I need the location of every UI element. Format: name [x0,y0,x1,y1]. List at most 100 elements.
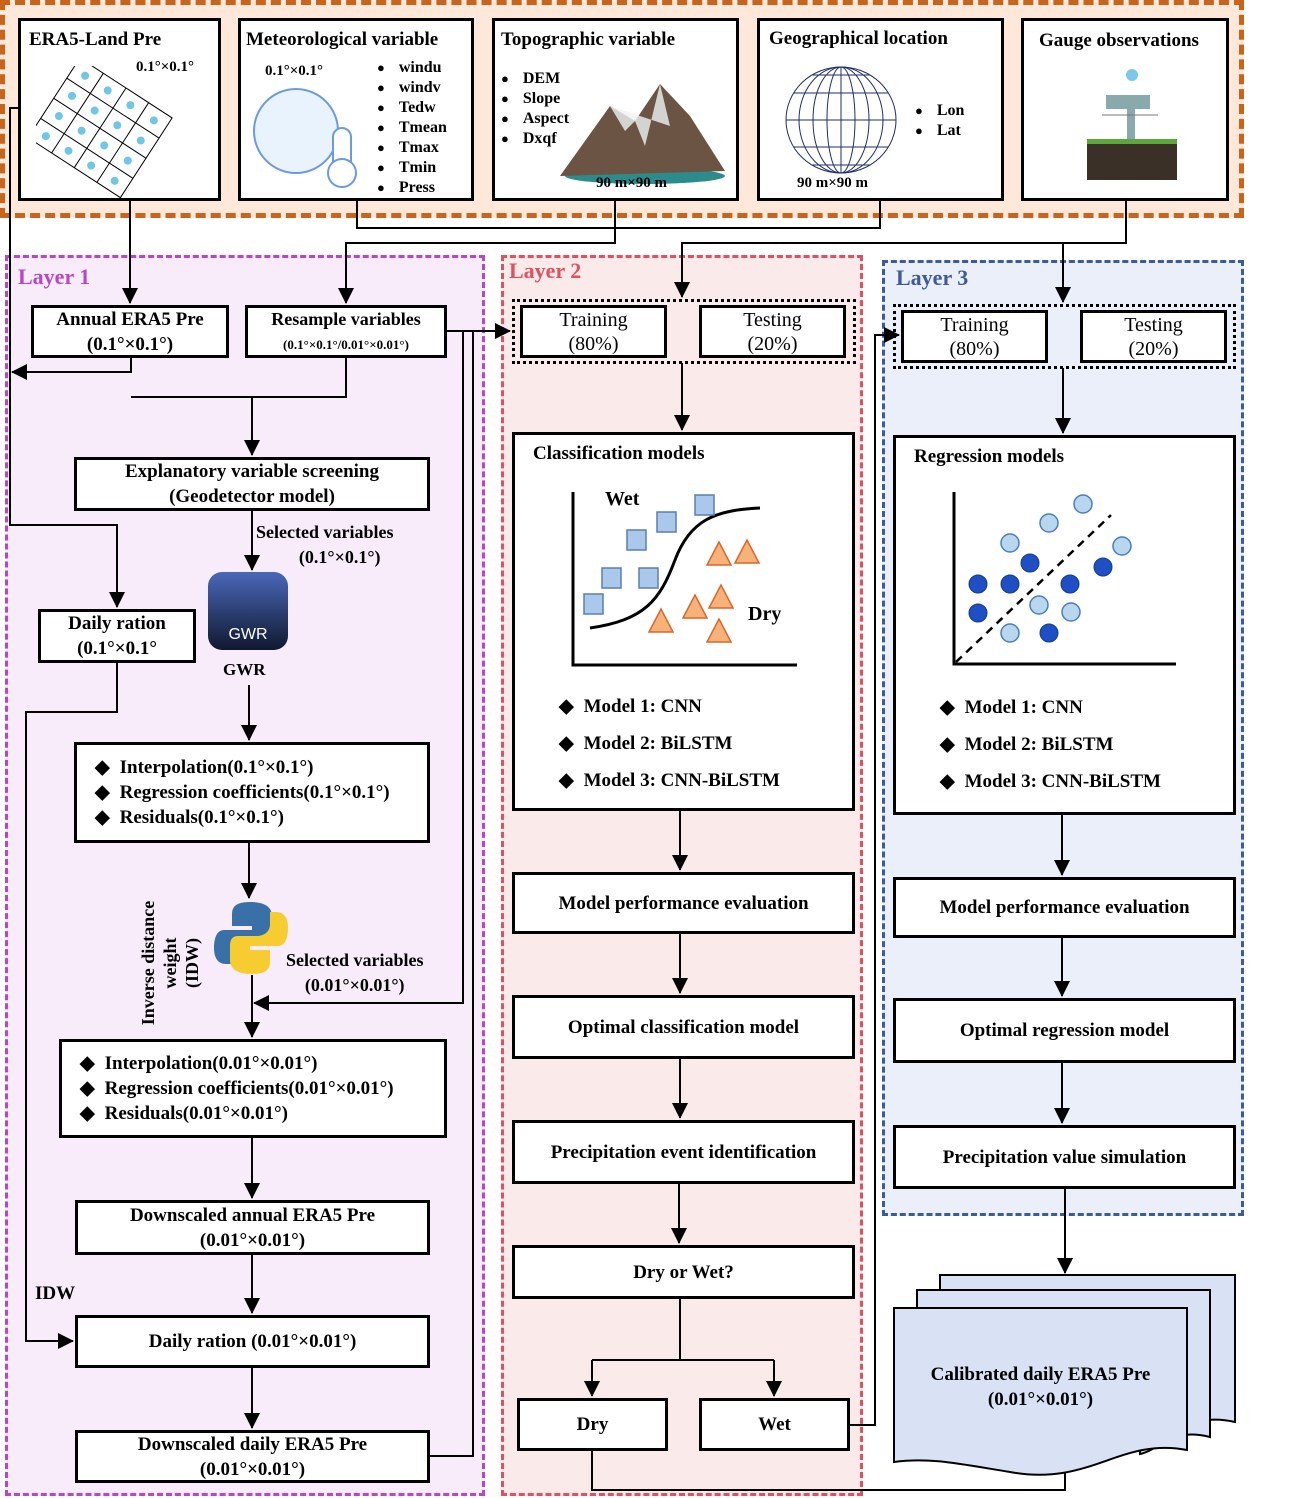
model-item: Model 1: CNN [559,688,780,725]
gwr-icon-text: GWR [228,626,268,643]
dry-or-wet-label: Dry or Wet? [633,1261,734,1283]
geo-input-box: Geographical location Lon Lat 90 m×90 m [757,18,1004,201]
regression-illustration [952,492,1176,666]
layer3-testing-box: Testing (20%) [1080,310,1227,363]
idw-label: IDW [35,1283,76,1304]
layer2-perf-box: Model performance evaluation [512,872,855,934]
era5-title: ERA5-Land Pre [29,29,162,50]
output-document-stack-icon [893,1274,1236,1476]
interp1-box: Interpolation(0.1°×0.1°) Regression coef… [74,742,430,843]
geo-var: Lon [915,101,965,121]
daily-ration2-label: Daily ration (0.01°×0.01°) [148,1331,357,1352]
met-var: Tmin [377,158,447,178]
precip-grid-icon [36,66,173,199]
met-var: Press [377,178,447,198]
layer2-testing-box: Testing (20%) [699,305,846,358]
layer3-title: Layer 3 [896,265,969,290]
selected-vars-2-res: (0.01°×0.01°) [304,975,405,995]
topo-var: Aspect [501,109,569,129]
met-variable-list: windu windv Tedw Tmean Tmax Tmin Press [377,58,447,198]
training-label: Training [559,308,628,331]
optimal-label: Optimal regression model [959,1020,1170,1041]
down-annual-label: Downscaled annual ERA5 Pre [129,1204,376,1226]
interp2-item: Interpolation(0.01°×0.01°) [80,1051,318,1076]
annual-era5-res: (0.1°×0.1°) [86,333,174,355]
met-var: windu [377,58,447,78]
interp2-item: Regression coefficients(0.01°×0.01°) [80,1076,394,1101]
gauge-input-box: Gauge observations [1021,18,1229,201]
wet-box-label: Wet [758,1414,791,1435]
testing-pct: (20%) [747,332,798,355]
classification-models-box: Classification models Wet Dry Model 1: C… [512,432,855,811]
resample-box: Resample variables (0.1°×0.1°/0.01°×0.01… [245,305,447,358]
output-label: Calibrated daily ERA5 Pre [930,1364,1151,1385]
geo-variable-list: Lon Lat [915,101,965,141]
met-var: windv [377,78,447,98]
annual-era5-box: Annual ERA5 Pre (0.1°×0.1°) [31,305,229,358]
selected-vars-2-label: Selected variables [286,950,424,970]
idw-vertical-label: Inverse distance weight (IDW) [137,863,203,1063]
layer3-training-box: Training (80%) [901,310,1048,363]
daily-ration2-box: Daily ration (0.01°×0.01°) [75,1315,430,1368]
gwr-icon: GWR [208,572,288,650]
topo-res: 90 m×90 m [596,175,668,191]
idw-line: Inverse distance [138,900,158,1026]
optimal-label: Optimal classification model [567,1016,800,1038]
dry-box-label: Dry [576,1414,609,1435]
topo-title: Topographic variable [501,29,676,50]
dry-box: Dry [517,1398,668,1451]
event-label: Precipitation event identification [550,1141,817,1163]
screening-method: (Geodetector model) [169,486,335,507]
era5-input-box: ERA5-Land Pre 0.1°×0.1° [18,18,221,201]
testing-label: Testing [1124,313,1183,336]
selected-vars-2: Selected variables (0.01°×0.01°) [286,948,423,998]
model-item: Model 2: BiLSTM [559,725,780,762]
training-pct: (80%) [949,337,1000,360]
classification-illustration [571,492,797,667]
geo-var: Lat [915,121,964,141]
training-label: Training [940,313,1009,336]
perf-label: Model performance evaluation [558,892,809,914]
era5-res: 0.1°×0.1° [136,59,195,75]
met-var: Tedw [377,98,447,118]
testing-label: Testing [743,308,802,331]
layer1-title: Layer 1 [18,264,91,289]
regression-title: Regression models [914,446,1065,467]
selected-vars-1: Selected variables (0.1°×0.1°) [256,520,393,570]
down-daily-label: Downscaled daily ERA5 Pre [137,1433,368,1455]
layer3-perf-box: Model performance evaluation [893,877,1236,938]
value-simulation-box: Precipitation value simulation [893,1125,1236,1189]
layer2-split-container [512,299,856,364]
topo-input-box: Topographic variable DEM Slope Aspect Dx… [492,18,739,201]
model-item: Model 3: CNN-BiLSTM [559,762,780,799]
met-var: Tmean [377,118,447,138]
globe-wireframe-icon [785,66,897,174]
resample-label: Resample variables [271,308,421,329]
mountain-icon [560,84,725,184]
interp2-item: Residuals(0.01°×0.01°) [80,1101,288,1126]
topo-var: Dxqf [501,129,569,149]
met-var: Tmax [377,138,447,158]
classification-title: Classification models [533,443,705,464]
python-icon [214,902,288,974]
down-daily-res: (0.01°×0.01°) [199,1458,306,1480]
wet-box: Wet [699,1398,850,1451]
idw-line: weight [160,937,180,989]
daily-ration-res: (0.1°×0.1° [77,638,157,659]
daily-ration-box: Daily ration (0.1°×0.1° [38,609,196,663]
optimal-classification-box: Optimal classification model [512,995,855,1059]
regression-models-box: Regression models Model 1: CNN Model 2: … [893,435,1236,815]
event-identification-box: Precipitation event identification [512,1120,855,1184]
dry-or-wet-box: Dry or Wet? [512,1245,855,1299]
layer2-title: Layer 2 [509,258,582,283]
testing-pct: (20%) [1128,337,1179,360]
met-title: Meteorological variable [246,29,439,50]
wet-label: Wet [605,488,640,510]
layer2-training-box: Training (80%) [520,305,667,358]
idw-line: (IDW) [182,938,202,988]
down-daily-box: Downscaled daily ERA5 Pre (0.01°×0.01°) [75,1430,430,1483]
optimal-regression-box: Optimal regression model [893,998,1236,1063]
layer3-split-container [893,304,1236,369]
